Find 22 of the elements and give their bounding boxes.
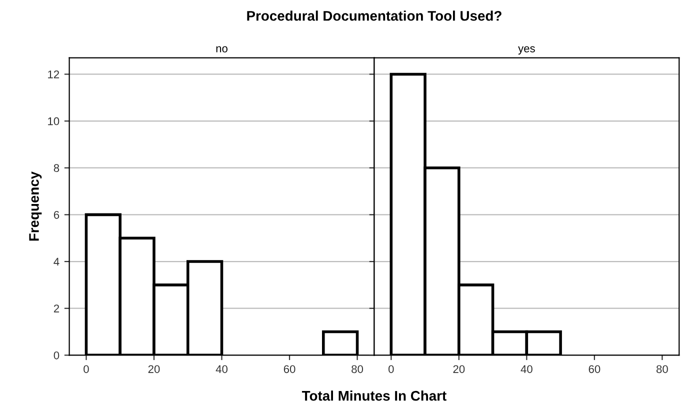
x-tick-label: 60	[284, 365, 296, 374]
x-axis-title: Total Minutes In Chart	[302, 390, 446, 401]
y-tick-label: 8	[54, 164, 60, 172]
text: Procedural Documentation Tool Used?	[247, 10, 502, 21]
x-tick-label: 20	[453, 365, 465, 374]
y-tick-label: 10	[48, 117, 60, 126]
x-tick-label: 40	[216, 365, 228, 374]
x-tick-label: 20	[148, 365, 160, 374]
x-tick-label: 0	[388, 365, 394, 374]
y-tick-label: 4	[54, 258, 60, 266]
chart-title: yes	[518, 46, 535, 55]
y-tick-label: 6	[54, 210, 60, 219]
x-tick-label: 80	[656, 365, 668, 374]
x-tick-label: 0	[84, 365, 89, 374]
y-tick-label: 0	[54, 351, 60, 360]
x-tick-label: 80	[352, 365, 364, 374]
y-tick-label: 2	[54, 304, 60, 312]
chart-title: no	[216, 46, 228, 52]
x-tick-label: 60	[588, 365, 600, 374]
y-tick-label: 12	[48, 70, 60, 78]
y-axis-title: Frequency	[29, 171, 42, 241]
x-tick-label: 40	[520, 365, 532, 374]
